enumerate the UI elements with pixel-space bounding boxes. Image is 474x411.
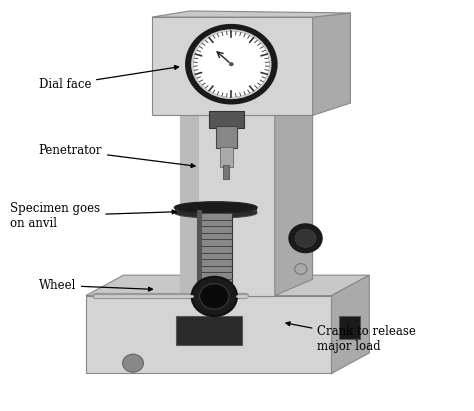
Circle shape (295, 229, 316, 247)
Bar (209, 111, 244, 128)
Polygon shape (152, 17, 313, 115)
Bar (223, 165, 229, 179)
Text: Crank to release
major load: Crank to release major load (286, 322, 416, 353)
Text: Dial face: Dial face (38, 66, 179, 91)
Polygon shape (86, 275, 369, 296)
Text: Penetrator: Penetrator (38, 144, 195, 168)
Polygon shape (180, 33, 199, 296)
Polygon shape (275, 25, 313, 296)
Polygon shape (180, 33, 275, 296)
Polygon shape (331, 275, 369, 374)
Bar (219, 147, 233, 166)
Circle shape (191, 277, 237, 316)
Ellipse shape (174, 202, 257, 213)
Polygon shape (174, 208, 257, 213)
Circle shape (192, 30, 271, 98)
Bar (175, 316, 242, 345)
Circle shape (123, 354, 144, 372)
Bar (197, 210, 232, 291)
Text: Specimen goes
on anvil: Specimen goes on anvil (10, 202, 176, 230)
Circle shape (289, 224, 322, 253)
Ellipse shape (174, 208, 257, 218)
Polygon shape (86, 296, 331, 374)
Polygon shape (313, 13, 350, 115)
Circle shape (295, 264, 307, 274)
Polygon shape (152, 11, 350, 17)
Bar (197, 210, 202, 291)
Circle shape (229, 62, 234, 66)
Circle shape (200, 284, 229, 309)
Bar (216, 126, 237, 148)
Bar (338, 316, 360, 339)
Circle shape (186, 25, 276, 103)
Text: Wheel: Wheel (38, 279, 153, 292)
